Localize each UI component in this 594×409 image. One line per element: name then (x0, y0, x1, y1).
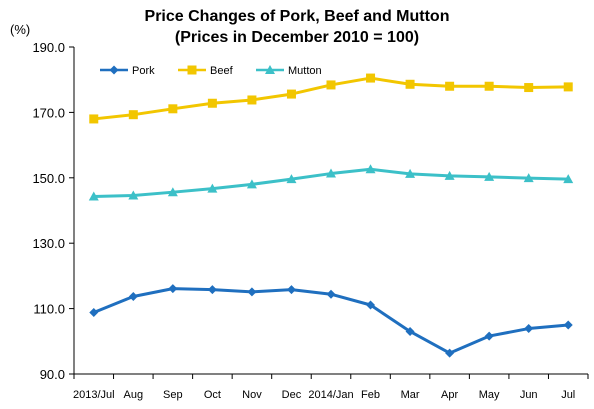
y-tick-label: 170.0 (32, 105, 65, 120)
data-point (286, 285, 296, 295)
data-point (444, 170, 455, 180)
y-tick-label: 150.0 (32, 171, 65, 186)
x-tick-label: Dec (282, 389, 302, 401)
data-point (484, 171, 495, 181)
series-group (88, 73, 574, 358)
x-tick-label: 2014/Jan (308, 389, 353, 401)
chart-subtitle: (Prices in December 2010 = 100) (175, 29, 419, 46)
data-point (366, 300, 376, 310)
legend-swatch-marker (187, 65, 197, 75)
data-point (445, 81, 455, 91)
series-mutton (88, 164, 574, 201)
legend-swatch-marker (265, 65, 275, 74)
data-point (326, 289, 336, 299)
data-point (286, 89, 296, 99)
x-tick-label: Mar (401, 389, 420, 401)
y-tick-label: 110.0 (33, 302, 65, 317)
y-tick-label: 130.0 (32, 236, 65, 251)
y-tick-label: 190.0 (32, 40, 65, 55)
data-point (563, 320, 573, 330)
x-tick-label: Oct (204, 389, 221, 401)
x-tick-label: Apr (441, 389, 458, 401)
legend-swatch-marker (109, 65, 119, 75)
data-point (286, 174, 297, 184)
data-point (128, 292, 138, 302)
legend-item-mutton: Mutton (256, 65, 322, 77)
data-point (247, 287, 257, 297)
data-point (246, 179, 257, 189)
chart-title: Price Changes of Pork, Beef and Mutton (145, 8, 450, 25)
x-tick-label: Sep (163, 389, 183, 401)
data-point (524, 83, 534, 93)
series-pork (89, 284, 573, 358)
data-point (89, 114, 99, 124)
data-point (88, 191, 99, 201)
legend-item-beef: Beef (178, 65, 234, 77)
legend-label: Pork (132, 65, 155, 77)
x-tick-label: 2013/Jul (73, 389, 115, 401)
data-point (524, 324, 534, 334)
data-point (405, 326, 415, 336)
data-point (365, 164, 376, 174)
legend: Pork Beef Mutton (100, 65, 322, 77)
data-point (405, 79, 415, 89)
data-point (366, 73, 376, 83)
data-point (207, 183, 218, 193)
x-tick-label: May (479, 389, 500, 401)
y-axis-unit-label: (%) (10, 22, 30, 37)
data-point (563, 82, 573, 92)
data-point (484, 81, 494, 91)
data-point (167, 187, 178, 197)
x-tick-label: Jul (561, 389, 575, 401)
legend-label: Mutton (288, 65, 322, 77)
x-tick-label: Nov (242, 389, 262, 401)
data-point (326, 80, 336, 90)
data-point (247, 95, 257, 105)
data-point (207, 98, 217, 108)
axes: 190.0 170.0 150.0 130.0 110.0 90.0 2013/Jul Aug… (32, 40, 589, 401)
series-beef (89, 73, 573, 124)
data-point (168, 104, 178, 114)
x-tick-label: Jun (520, 389, 538, 401)
x-tick-label: Aug (124, 389, 144, 401)
data-point (445, 348, 455, 358)
data-point (563, 174, 574, 184)
data-point (128, 110, 138, 120)
data-point (405, 168, 416, 178)
data-point (89, 308, 99, 318)
data-point (523, 173, 534, 183)
data-point (168, 284, 178, 294)
legend-label: Beef (210, 65, 234, 77)
data-point (207, 285, 217, 295)
x-tick-label: Feb (361, 389, 380, 401)
data-point (484, 331, 494, 341)
y-tick-label: 90.0 (40, 367, 65, 382)
data-point (326, 168, 336, 178)
legend-item-pork: Pork (100, 65, 155, 77)
data-point (128, 190, 139, 200)
